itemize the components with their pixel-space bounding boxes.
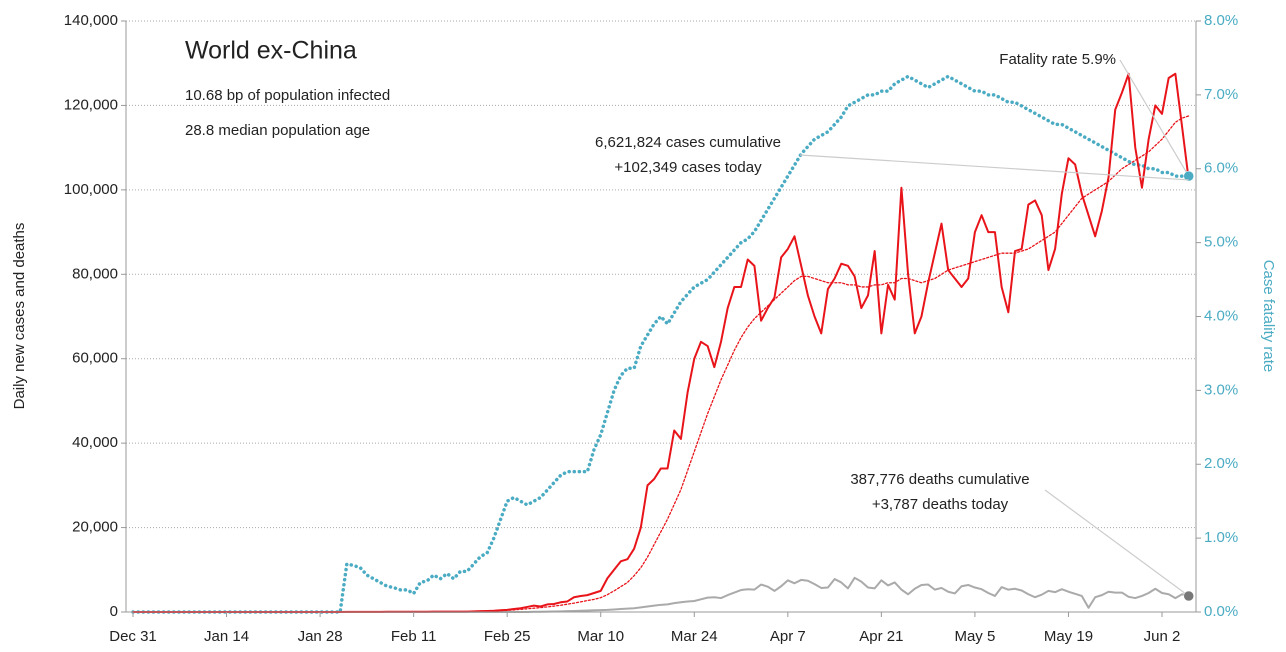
y-tick-label: 0	[110, 603, 118, 620]
y2-tick-label: 4.0%	[1204, 307, 1238, 324]
x-tick-label: May 5	[954, 628, 995, 645]
chart-title: World ex-China	[185, 37, 357, 65]
x-tick-label: Jun 2	[1144, 628, 1181, 645]
x-tick-label: Apr 21	[859, 628, 903, 645]
y2-tick-label: 6.0%	[1204, 160, 1238, 177]
annotation: +102,349 cases today	[614, 159, 762, 176]
series-line	[131, 74, 1191, 614]
y2-tick-label: 7.0%	[1204, 86, 1238, 103]
series-line	[132, 115, 1190, 613]
y2-tick-label: 0.0%	[1204, 603, 1238, 620]
y-tick-label: 60,000	[72, 350, 118, 367]
y2-tick-label: 3.0%	[1204, 381, 1238, 398]
y-axis-label: Daily new cases and deaths	[11, 223, 28, 410]
y2-tick-label: 8.0%	[1204, 12, 1238, 29]
x-tick-label: Mar 24	[671, 628, 718, 645]
leader-line	[1119, 59, 1190, 177]
x-tick-label: Mar 10	[577, 628, 624, 645]
annotation: 6,621,824 cases cumulative	[595, 134, 781, 151]
y-tick-label: 100,000	[64, 181, 118, 198]
x-tick-label: May 19	[1044, 628, 1093, 645]
y-tick-label: 140,000	[64, 12, 118, 29]
annotation: +3,787 deaths today	[872, 496, 1009, 513]
end-marker	[1183, 590, 1194, 602]
annotation: 387,776 deaths cumulative	[850, 471, 1029, 488]
y-tick-label: 20,000	[72, 519, 118, 536]
leader-line	[1044, 489, 1190, 597]
leader-line	[799, 154, 1189, 181]
y-tick-label: 40,000	[72, 434, 118, 451]
y2-axis-label: Case fatality rate	[1260, 260, 1277, 373]
x-tick-label: Dec 31	[109, 628, 157, 645]
subtitle: 28.8 median population age	[185, 122, 370, 139]
annotation: Fatality rate 5.9%	[999, 51, 1116, 68]
y2-tick-label: 5.0%	[1204, 234, 1238, 251]
series-line	[132, 576, 1190, 613]
y2-tick-label: 1.0%	[1204, 529, 1238, 546]
y-tick-label: 80,000	[72, 265, 118, 282]
x-tick-label: Jan 28	[298, 628, 343, 645]
grid	[126, 20, 1196, 529]
x-tick-label: Apr 7	[770, 628, 806, 645]
subtitle: 10.68 bp of population infected	[185, 87, 390, 104]
x-tick-label: Jan 14	[204, 628, 249, 645]
plot	[131, 72, 1191, 614]
y-tick-label: 120,000	[64, 96, 118, 113]
x-tick-label: Feb 25	[484, 628, 531, 645]
x-tick-label: Feb 11	[391, 628, 437, 645]
end-marker	[1183, 170, 1194, 182]
y2-tick-label: 2.0%	[1204, 455, 1238, 472]
